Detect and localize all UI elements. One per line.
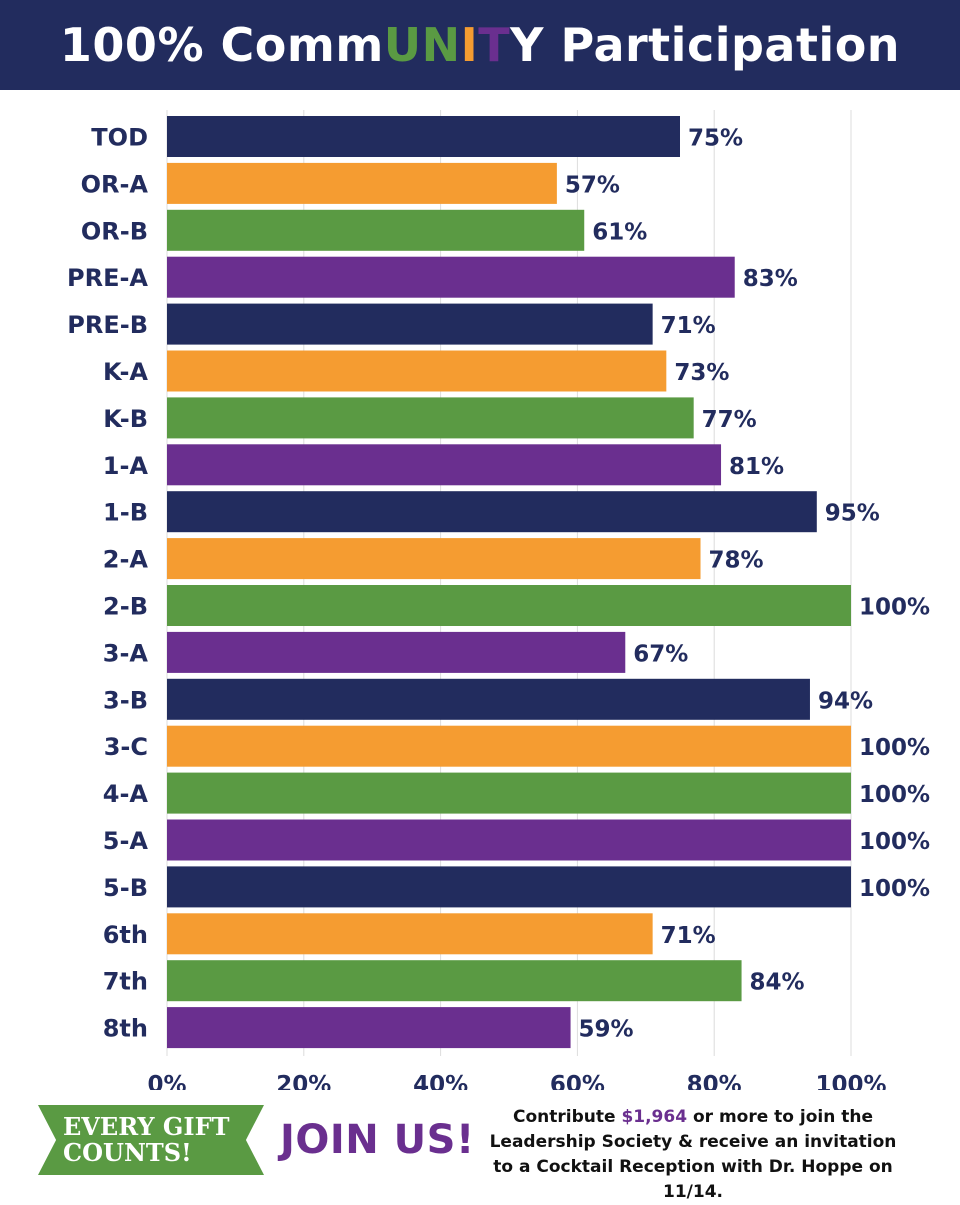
- bar: [167, 631, 626, 673]
- data-label: 71%: [661, 923, 716, 949]
- data-label: 78%: [709, 548, 764, 574]
- bar: [167, 209, 585, 251]
- x-tick-label: 20%: [276, 1072, 331, 1090]
- bar: [167, 960, 742, 1002]
- data-label: 71%: [661, 313, 716, 339]
- participation-bar-chart: TOD 75% OR-A 57% OR-B 61% PRE-A 83% PRE-B 71% K-A 7…: [67, 110, 930, 1090]
- category-label: 3-B: [103, 686, 148, 714]
- data-label: 100%: [859, 595, 930, 621]
- category-label: K-B: [103, 405, 148, 433]
- chart-area: TOD 75% OR-A 57% OR-B 61% PRE-A 83% PRE-B 71% K-A 7…: [0, 90, 960, 1090]
- category-label: 2-A: [103, 546, 149, 574]
- x-tick-label: 80%: [687, 1072, 742, 1090]
- title-part: N: [421, 18, 461, 72]
- promo-after: or more to join the Leadership Society &…: [489, 1107, 897, 1202]
- data-label: 100%: [859, 829, 930, 855]
- bar: [167, 538, 701, 580]
- bar: [167, 444, 722, 486]
- category-label: 1-A: [103, 452, 149, 480]
- category-label: TOD: [91, 124, 148, 152]
- header-banner: 100% CommUNITY Participation: [0, 0, 960, 90]
- bar: [167, 1007, 571, 1049]
- data-label: 59%: [579, 1017, 634, 1043]
- data-label: 100%: [859, 876, 930, 902]
- bar: [167, 725, 851, 767]
- title-part: Y Participation: [510, 18, 901, 72]
- data-label: 73%: [674, 360, 729, 386]
- bar: [167, 350, 667, 392]
- category-label: OR-A: [81, 170, 149, 198]
- title-part: T: [478, 18, 511, 72]
- x-tick-label: 60%: [550, 1072, 605, 1090]
- category-label: 6th: [103, 921, 148, 949]
- bar: [167, 162, 557, 204]
- data-label: 84%: [750, 970, 805, 996]
- category-label: 3-C: [104, 733, 148, 761]
- x-tick-label: 0%: [147, 1072, 186, 1090]
- bar: [167, 866, 851, 908]
- data-label: 81%: [729, 454, 784, 480]
- bar: [167, 303, 653, 345]
- category-label: PRE-B: [67, 311, 148, 339]
- category-label: PRE-A: [67, 264, 148, 292]
- category-label: 5-A: [103, 827, 149, 855]
- data-label: 100%: [859, 735, 930, 761]
- title-part: U: [383, 18, 422, 72]
- bar: [167, 913, 653, 955]
- page-title: 100% CommUNITY Participation: [60, 18, 900, 72]
- bar: [167, 678, 810, 720]
- title-part: I: [460, 18, 479, 72]
- data-label: 75%: [688, 126, 743, 152]
- data-label: 57%: [565, 172, 620, 198]
- bar: [167, 491, 817, 533]
- bar: [167, 772, 851, 814]
- data-label: 83%: [743, 266, 798, 292]
- bar: [167, 819, 851, 861]
- category-label: 1-B: [103, 499, 148, 527]
- category-label: 4-A: [103, 780, 149, 808]
- bar: [167, 116, 680, 157]
- data-label: 95%: [825, 501, 880, 527]
- category-label: OR-B: [81, 217, 148, 245]
- ribbon-text: EVERY GIFT COUNTS!: [63, 1112, 230, 1167]
- footer: EVERY GIFT COUNTS! JOIN US! Contribute $…: [0, 1095, 960, 1202]
- data-label: 67%: [633, 641, 688, 667]
- promo-text: Contribute $1,964 or more to join the Le…: [478, 1105, 908, 1205]
- bar: [167, 397, 694, 439]
- promo-amount: $1,964: [621, 1107, 688, 1127]
- title-part: 100% Comm: [59, 18, 384, 72]
- category-label: 5-B: [103, 874, 148, 902]
- x-tick-label: 40%: [413, 1072, 468, 1090]
- data-label: 100%: [859, 782, 930, 808]
- category-label: 3-A: [103, 639, 149, 667]
- bar: [167, 256, 735, 298]
- category-label: 7th: [103, 968, 148, 996]
- category-label: K-A: [103, 358, 148, 386]
- x-tick-label: 100%: [815, 1072, 886, 1090]
- data-label: 77%: [702, 407, 757, 433]
- bar: [167, 585, 851, 626]
- join-us-text: JOIN US!: [280, 1117, 475, 1163]
- category-label: 8th: [103, 1015, 148, 1043]
- category-label: 2-B: [103, 593, 148, 621]
- promo-before: Contribute: [512, 1107, 622, 1127]
- data-label: 61%: [592, 219, 647, 245]
- data-label: 94%: [818, 688, 873, 714]
- every-gift-ribbon: EVERY GIFT COUNTS!: [38, 1105, 264, 1175]
